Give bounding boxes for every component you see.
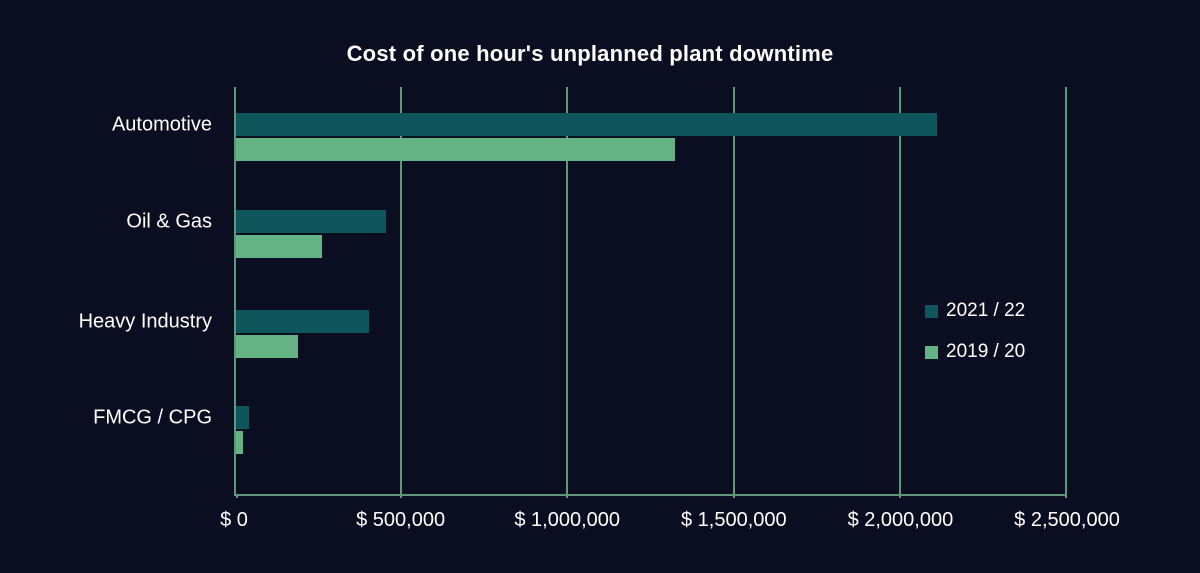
x-tick-label-1: $ 500,000: [356, 509, 446, 531]
axis-tick-2500000: [1065, 494, 1067, 498]
legend-swatch-icon: [925, 345, 938, 359]
category-label-heavy-industry: Heavy Industry: [78, 310, 212, 332]
bar-group-oil-gas: [236, 210, 1067, 260]
gridline-2500000: [1065, 87, 1067, 494]
bar-automotive-2021-22: [236, 113, 938, 136]
bar-group-heavy-industry: [236, 310, 1067, 360]
bar-fmcg-cpg-2021-22: [236, 406, 249, 429]
legend-row-2021-22: 2021 / 22: [925, 300, 1025, 322]
bar-oil-gas-2019-20: [236, 235, 323, 258]
gridline-1500000: [732, 87, 735, 494]
gridline-2000000: [898, 87, 901, 494]
bar-heavy-industry-2021-22: [236, 310, 369, 333]
value-axis-labels: $ 0 $ 500,000 $ 1,000,000 $ 1,500,000 $ 2,00…: [220, 509, 1120, 539]
bar-group-automotive: [236, 113, 1067, 163]
axis-tick-0: [236, 494, 238, 498]
bar-fmcg-cpg-2019-20: [236, 431, 243, 454]
bar-automotive-2019-20: [236, 138, 675, 161]
axis-tick-1500000: [732, 494, 735, 498]
axis-tick-1000000: [566, 494, 569, 498]
x-tick-label-2: $ 1,000,000: [514, 509, 621, 531]
bar-oil-gas-2021-22: [236, 210, 386, 233]
x-tick-label-0: $ 0: [220, 509, 248, 531]
bar-group-fmcg-cpg: [236, 406, 1067, 456]
category-label-oil-gas: Oil & Gas: [126, 210, 212, 232]
category-label-automotive: Automotive: [111, 113, 212, 135]
x-tick-label-4: $ 2,000,000: [847, 509, 954, 531]
legend-swatch-icon: [925, 304, 938, 318]
legend-row-2019-20: 2019 / 20: [925, 341, 1025, 363]
legend: 2021 / 22 2019 / 20: [925, 300, 1025, 382]
legend-label: 2021 / 22: [946, 300, 1026, 321]
legend-label: 2019 / 20: [946, 341, 1026, 362]
x-tick-label-3: $ 1,500,000: [680, 509, 787, 531]
bar-heavy-industry-2019-20: [236, 335, 299, 358]
chart-title: Cost of one hour's unplanned plant downt…: [346, 41, 834, 66]
plot-area: [234, 87, 1067, 498]
gridline-1000000: [566, 87, 569, 494]
axis-tick-500000: [400, 494, 403, 498]
category-label-fmcg-cpg: FMCG / CPG: [93, 406, 212, 428]
x-tick-label-5: $ 2,500,000: [1014, 509, 1120, 531]
category-axis-labels: Automotive Oil & Gas Heavy Industry FMCG / …: [0, 87, 212, 496]
gridline-500000: [400, 87, 403, 494]
axis-tick-2000000: [898, 494, 901, 498]
